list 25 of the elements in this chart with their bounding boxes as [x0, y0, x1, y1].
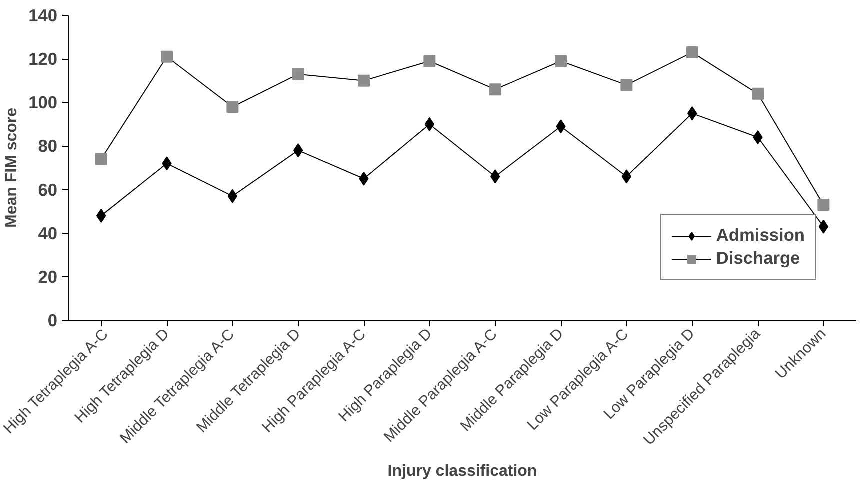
y-tick-label: 60 [38, 180, 58, 200]
y-axis-title: Mean FIM score [4, 108, 21, 228]
point [292, 68, 304, 80]
point [686, 46, 698, 59]
point [226, 101, 239, 113]
point [424, 55, 436, 68]
point [620, 79, 633, 92]
point [752, 88, 764, 100]
point [358, 74, 370, 87]
point [161, 50, 173, 63]
point [818, 199, 830, 212]
point [555, 55, 567, 68]
y-tick-label: 20 [38, 266, 58, 287]
y-tick-label: 80 [38, 136, 58, 156]
y-tick-label: 0 [48, 310, 58, 330]
point [489, 84, 502, 96]
x-axis-title: Injury classification [388, 462, 538, 480]
point [95, 153, 108, 166]
y-tick-label: 100 [28, 92, 58, 113]
point [753, 130, 763, 144]
y-tick-label: 40 [38, 223, 58, 244]
legend-label: Admission [716, 225, 805, 246]
y-tick-label: 140 [28, 6, 58, 26]
y-tick-label: 120 [28, 49, 58, 70]
legend-label: Discharge [716, 248, 800, 269]
